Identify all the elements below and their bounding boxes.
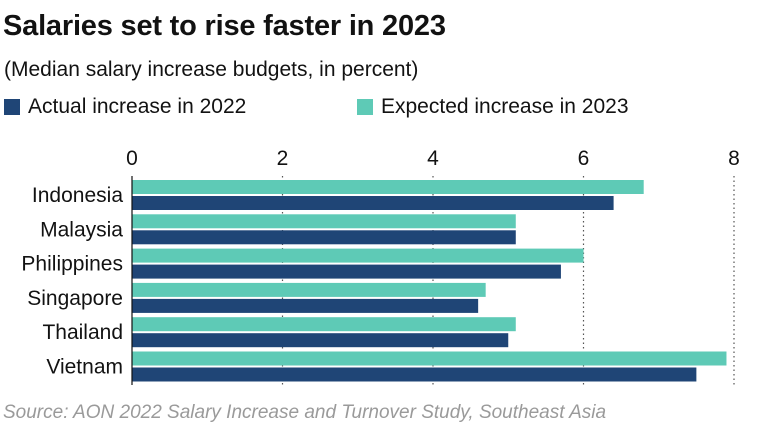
legend-swatch-expected (357, 99, 373, 115)
category-label: Singapore (27, 287, 123, 310)
bar-expected (132, 282, 486, 297)
legend-swatch-actual (4, 99, 20, 115)
x-tick-label: 4 (427, 147, 439, 170)
legend-item-expected: Expected increase in 2023 (357, 94, 629, 120)
bar-expected (132, 351, 727, 366)
chart-subtitle: (Median salary increase budgets, in perc… (4, 58, 419, 81)
legend-label-actual: Actual increase in 2022 (28, 95, 247, 118)
category-label: Philippines (21, 253, 123, 276)
bar-actual (132, 230, 516, 245)
bar-actual (132, 367, 697, 382)
x-tick-label: 0 (126, 147, 138, 170)
x-tick-label: 2 (277, 147, 289, 170)
bar-expected (132, 214, 516, 229)
bar-expected (132, 180, 644, 194)
category-label: Malaysia (40, 218, 123, 241)
x-tick-label: 8 (728, 147, 740, 170)
bar-actual (132, 196, 614, 210)
category-label: Vietnam (46, 356, 123, 379)
bar-actual (132, 298, 479, 313)
bar-actual (132, 264, 561, 279)
chart-title: Salaries set to rise faster in 2023 (3, 10, 446, 42)
source-note: Source: AON 2022 Salary Increase and Tur… (3, 402, 607, 423)
category-label: Indonesia (32, 184, 123, 207)
bar-expected (132, 317, 516, 332)
bar-chart: 0 2 4 6 8 Indonesia Malaysia Philippines Singapo… (21, 147, 740, 385)
legend-item-actual: Actual increase in 2022 (4, 94, 246, 120)
bar-expected (132, 248, 584, 263)
legend-label-expected: Expected increase in 2023 (381, 95, 629, 118)
x-tick-label: 6 (578, 147, 590, 170)
category-label: Thailand (42, 321, 123, 344)
bar-actual (132, 333, 509, 348)
